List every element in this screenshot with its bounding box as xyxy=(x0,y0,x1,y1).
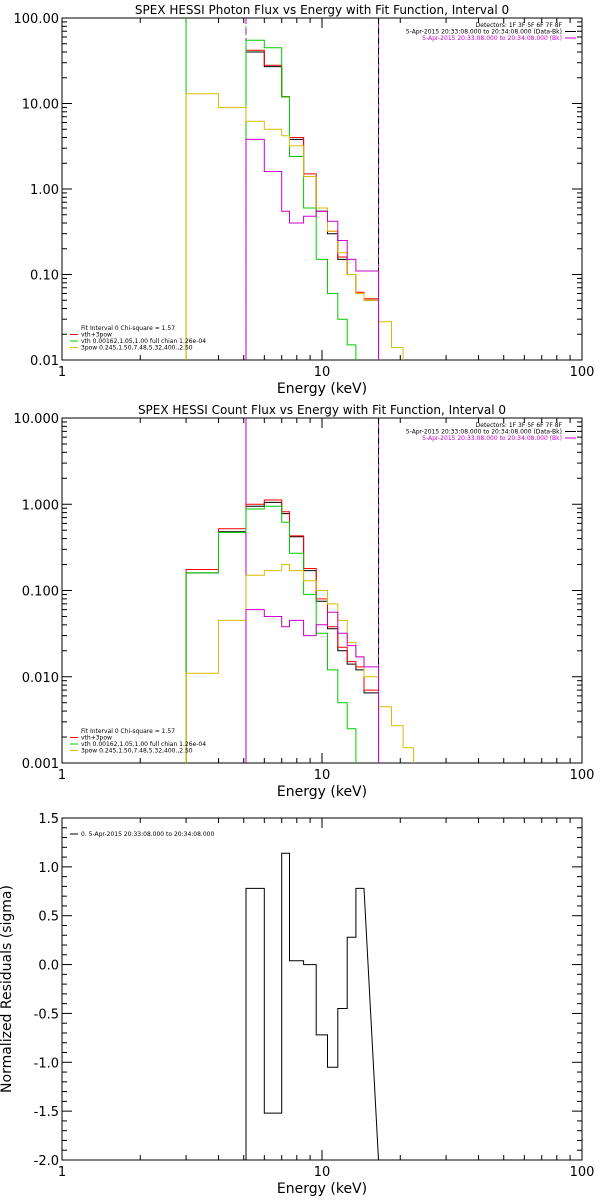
y-tick-label: 100.00 xyxy=(14,12,60,27)
plot-frame xyxy=(61,817,583,1161)
series-histogram-0 xyxy=(245,852,379,1160)
plot-frame xyxy=(61,17,583,361)
y-tick-label: -1.0 xyxy=(34,1056,59,1071)
chart-1: 1 10 100 0.001 0.010 0.100 1.000 10.000 SPEX HES… xyxy=(14,403,595,800)
x-tick-label: 10 xyxy=(314,1165,331,1180)
chart-title: SPEX HESSI Photon Flux vs Energy with Fi… xyxy=(135,3,509,17)
legend-entry: Fit Interval 0 Chi-square = 1.57 xyxy=(81,325,175,332)
x-tick-label: 1 xyxy=(58,1165,66,1180)
legend-entry: Fit Interval 0 Chi-square = 1.57 xyxy=(81,728,175,735)
series-histogram-1 xyxy=(185,499,379,763)
y-tick-label: 0.10 xyxy=(30,269,59,284)
series-histogram-0 xyxy=(185,501,379,763)
y-tick-label: 1.00 xyxy=(30,183,59,198)
legend-entry: vth+3pow xyxy=(81,735,112,742)
series-histogram-2 xyxy=(245,39,357,360)
y-tick-label: -2.0 xyxy=(34,1154,59,1169)
x-axis-label: Energy (keV) xyxy=(277,1181,367,1197)
legend-entry: 3pow 0.245,1.50,7.48,5.32,400.,2.50 xyxy=(81,748,193,755)
y-tick-label: 0.5 xyxy=(38,910,59,925)
x-tick-label: 100 xyxy=(570,365,595,380)
header-info-text: Detectors: 1F 3F 5F 6F 7F 8F xyxy=(476,422,563,429)
x-axis-label: Energy (keV) xyxy=(277,784,367,800)
legend-entry: vth 0.00162,1.05,1.00 full chian 1.26e-0… xyxy=(81,741,206,748)
chart-0: 1 10 100 0.01 0.10 1.00 10.00 100.00 SPEX HESSI … xyxy=(14,3,595,397)
chart-2: 1 10 100 -2.0 -1.5 -1.0 -0.5 0.0 0.5 1.0 1.5 Energy… xyxy=(0,812,594,1197)
header-info-text: Detectors: 1F 3F 5F 6F 7F 8F xyxy=(476,22,563,29)
header-info-text: 5-Apr-2015 20:33:08.000 to 20:34:08.000 … xyxy=(406,29,562,36)
series-histogram-3 xyxy=(185,564,415,763)
x-tick-label: 10 xyxy=(314,365,331,380)
y-tick-label: 0.100 xyxy=(22,585,59,600)
y-tick-label: 1.000 xyxy=(22,498,59,513)
y-tick-label: 0.001 xyxy=(22,757,59,772)
x-tick-label: 100 xyxy=(570,768,595,783)
legend-entry: vth 0.00162,1.05,1.00 full chian 1.26e-0… xyxy=(81,338,206,345)
y-tick-label: 10.00 xyxy=(22,98,59,113)
y-tick-label: 1.0 xyxy=(38,861,59,876)
header-info-text: 5-Apr-2015 20:33:08.000 to 20:34:08.000 … xyxy=(422,35,562,42)
y-tick-label: 0.010 xyxy=(22,671,59,686)
y-tick-label: 10.000 xyxy=(14,412,60,427)
series-histogram-4 xyxy=(245,138,379,360)
y-tick-label: 1.5 xyxy=(38,812,59,827)
y-axis-label: Normalized Residuals (sigma) xyxy=(0,885,15,1093)
y-tick-label: -1.5 xyxy=(34,1105,59,1120)
series-histogram-4 xyxy=(245,609,379,763)
x-tick-label: 1 xyxy=(58,768,66,783)
header-info-text: 5-Apr-2015 20:33:08.000 to 20:34:08.000 … xyxy=(406,429,562,436)
series-histogram-2 xyxy=(185,505,357,763)
series-histogram-3 xyxy=(185,93,404,360)
y-tick-label: 0.01 xyxy=(30,354,59,369)
series-histogram-1 xyxy=(245,49,379,360)
series-histogram-0 xyxy=(245,51,379,360)
y-tick-label: 0.0 xyxy=(38,959,59,974)
legend-entry: 0. 5-Apr-2015 20:33:08.000 to 20:34:08.0… xyxy=(81,831,214,838)
x-axis-label: Energy (keV) xyxy=(277,381,367,397)
legend-entry: vth+3pow xyxy=(81,332,112,339)
header-info-text: 5-Apr-2015 20:33:08.000 to 20:34:08.000 … xyxy=(422,435,562,442)
x-tick-label: 100 xyxy=(570,1165,595,1180)
y-tick-label: -0.5 xyxy=(34,1007,59,1022)
x-tick-label: 10 xyxy=(314,768,331,783)
chart-title: SPEX HESSI Count Flux vs Energy with Fit… xyxy=(138,403,506,417)
legend-entry: 3pow 0.245,1.50,7.48,5.32,400.,2.50 xyxy=(81,345,193,352)
x-tick-label: 1 xyxy=(58,365,66,380)
